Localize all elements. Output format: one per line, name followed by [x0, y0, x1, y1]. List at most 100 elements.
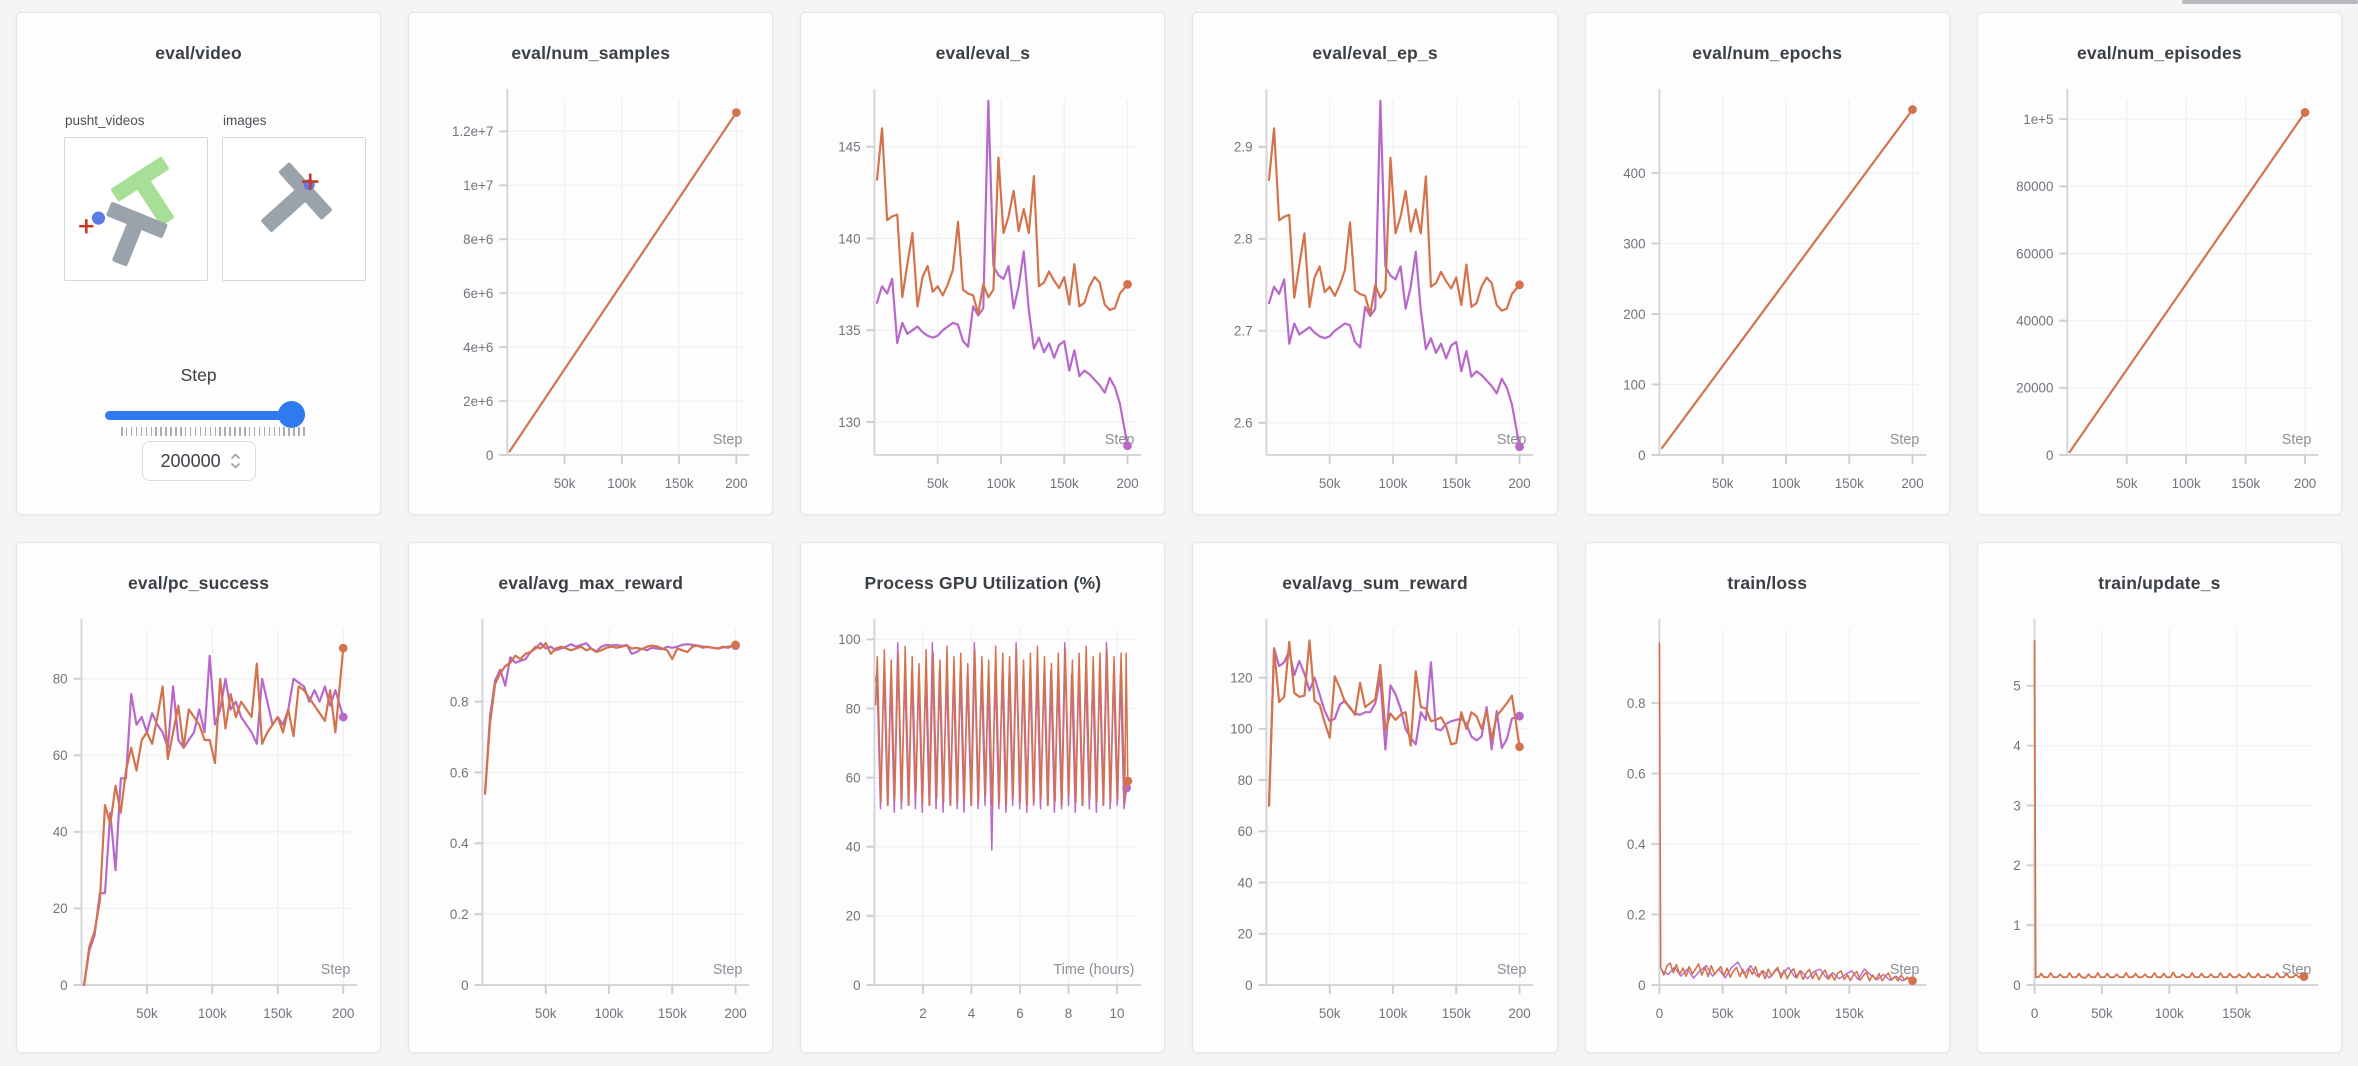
line-chart[interactable]: 0 20 40 60 80 100 120 50k 100k 150k 200 Step — [1193, 607, 1556, 1046]
chart-plot-area[interactable]: 0 0.2 0.4 0.6 0.8 0 50k 100k 150k Step — [1586, 607, 1949, 1046]
svg-text:4e+6: 4e+6 — [463, 340, 493, 355]
svg-text:5: 5 — [2013, 679, 2020, 694]
chart-panel-eval-avg-sum-reward: eval/avg_sum_reward 0 20 40 60 80 100 120 50k 10… — [1192, 542, 1558, 1053]
svg-text:60: 60 — [1238, 824, 1253, 839]
svg-text:400: 400 — [1623, 166, 1645, 181]
chart-panel-eval-num-epochs: eval/num_epochs 0 100 200 300 400 50k 100k 150k… — [1584, 12, 1950, 515]
step-slider-tick-marks — [121, 427, 305, 436]
chart-title: eval/num_epochs — [1692, 43, 1843, 63]
line-chart[interactable]: 0 20000 40000 60000 80000 1e+5 50k 100k 150k 200 S… — [1978, 77, 2341, 515]
pusht-scene-image — [79, 156, 174, 267]
chart-title: eval/pc_success — [127, 573, 270, 593]
svg-text:50k: 50k — [535, 1006, 557, 1021]
svg-text:8: 8 — [1065, 1006, 1072, 1021]
line-chart[interactable]: 0 0.2 0.4 0.6 0.8 0 50k 100k 150k Step — [1586, 607, 1949, 1046]
chart-title: train/update_s — [2098, 573, 2221, 593]
line-chart[interactable]: 0 100 200 300 400 50k 100k 150k 200 Step — [1586, 77, 1949, 515]
chart-plot-area[interactable]: 0 100 200 300 400 50k 100k 150k 200 Step — [1586, 77, 1949, 515]
svg-text:2.9: 2.9 — [1234, 140, 1253, 155]
svg-text:Step: Step — [2282, 432, 2312, 448]
chart-panel-eval-num-episodes: eval/num_episodes 0 20000 40000 60000 80000 1… — [1976, 12, 2342, 515]
svg-text:Step: Step — [1889, 432, 1919, 448]
svg-text:2e+6: 2e+6 — [463, 394, 493, 409]
svg-text:0.8: 0.8 — [1627, 696, 1646, 711]
chart-plot-area[interactable]: 0 20 40 60 80 100 2 4 6 8 10 Time (hours) — [801, 607, 1164, 1046]
line-chart[interactable]: 0 2e+6 4e+6 6e+6 8e+6 1e+7 1.2e+7 50k 100k 150k 20… — [409, 77, 772, 515]
svg-text:3: 3 — [2013, 798, 2020, 813]
svg-text:60000: 60000 — [2016, 246, 2053, 261]
chart-plot-area[interactable]: 0 0.2 0.4 0.6 0.8 50k 100k 150k 200 Step — [409, 607, 772, 1046]
svg-text:50k: 50k — [1319, 476, 1341, 491]
line-chart[interactable]: 0 0.2 0.4 0.6 0.8 50k 100k 150k 200 Step — [409, 607, 772, 1046]
chevron-up-icon[interactable] — [230, 453, 241, 460]
video-thumbnail-images[interactable] — [222, 137, 366, 281]
svg-text:130: 130 — [839, 415, 861, 430]
step-input[interactable] — [141, 441, 256, 481]
chart-panel-eval-eval-ep-s: eval/eval_ep_s 2.6 2.7 2.8 2.9 50k 100k 150k 20… — [1192, 12, 1558, 515]
media-key-label: pusht_videos — [65, 113, 145, 128]
svg-text:0: 0 — [486, 448, 493, 463]
svg-text:0.2: 0.2 — [1627, 907, 1646, 922]
step-slider-label: Step — [180, 365, 217, 385]
svg-text:100k: 100k — [607, 476, 636, 491]
svg-text:120: 120 — [1231, 670, 1253, 685]
chart-plot-area[interactable]: 0 20000 40000 60000 80000 1e+5 50k 100k 150k 200 S… — [1978, 77, 2341, 515]
svg-text:50k: 50k — [1712, 1006, 1734, 1021]
chart-plot-area[interactable]: 130 135 140 145 50k 100k 150k 200 Step — [801, 77, 1164, 515]
svg-text:0: 0 — [1638, 978, 1645, 993]
step-slider-thumb[interactable] — [278, 401, 305, 428]
svg-text:6: 6 — [1017, 1006, 1024, 1021]
svg-text:0: 0 — [1655, 1006, 1662, 1021]
svg-text:50k: 50k — [1319, 1006, 1341, 1021]
media-key-label: images — [223, 113, 267, 128]
svg-text:200: 200 — [1901, 476, 1923, 491]
svg-text:0: 0 — [2046, 448, 2053, 463]
horizontal-scrollbar-thumb[interactable] — [2182, 0, 2358, 4]
video-thumbnail-pusht[interactable] — [64, 137, 208, 281]
svg-text:40: 40 — [53, 825, 68, 840]
chart-title: eval/eval_ep_s — [1312, 43, 1438, 63]
chart-title: eval/avg_max_reward — [498, 573, 684, 593]
panel-title: eval/video — [155, 43, 242, 63]
chart-plot-area[interactable]: 0 1 2 3 4 5 0 50k 100k 150k Step — [1978, 607, 2341, 1046]
svg-text:0: 0 — [2013, 978, 2020, 993]
svg-text:60: 60 — [53, 748, 68, 763]
svg-text:145: 145 — [839, 139, 861, 154]
step-slider-track[interactable] — [105, 411, 305, 420]
step-input-field[interactable] — [156, 450, 225, 472]
svg-text:Step: Step — [1497, 962, 1527, 978]
chart-title: Process GPU Utilization (%) — [864, 573, 1102, 593]
svg-text:0.4: 0.4 — [1627, 837, 1646, 852]
line-chart[interactable]: 0 20 40 60 80 50k 100k 150k 200 Step — [17, 607, 380, 1046]
svg-text:150k: 150k — [658, 1006, 687, 1021]
svg-text:200: 200 — [1509, 476, 1531, 491]
chart-plot-area[interactable]: 0 20 40 60 80 50k 100k 150k 200 Step — [17, 607, 380, 1046]
chart-plot-area[interactable]: 2.6 2.7 2.8 2.9 50k 100k 150k 200 Step — [1193, 77, 1556, 515]
svg-text:200: 200 — [1623, 307, 1645, 322]
svg-text:4: 4 — [968, 1006, 976, 1021]
svg-text:2: 2 — [920, 1006, 927, 1021]
chart-plot-area[interactable]: 0 2e+6 4e+6 6e+6 8e+6 1e+7 1.2e+7 50k 100k 150k 20… — [409, 77, 772, 515]
svg-text:200: 200 — [2294, 476, 2316, 491]
svg-text:0: 0 — [60, 978, 67, 993]
line-chart[interactable]: 0 20 40 60 80 100 2 4 6 8 10 Time (hours) — [801, 607, 1164, 1046]
svg-text:200: 200 — [725, 1006, 747, 1021]
svg-text:50k: 50k — [554, 476, 576, 491]
chart-title: eval/num_episodes — [2076, 43, 2242, 63]
chart-plot-area[interactable]: 0 20 40 60 80 100 120 50k 100k 150k 200 Step — [1193, 607, 1556, 1046]
svg-text:0.6: 0.6 — [1627, 766, 1646, 781]
svg-text:Step: Step — [1889, 962, 1919, 978]
chart-panel-eval-eval-s: eval/eval_s 130 135 140 145 50k 100k 150k 200 St… — [800, 12, 1166, 515]
svg-text:Step: Step — [713, 962, 743, 978]
svg-text:80: 80 — [1238, 773, 1253, 788]
svg-text:150k: 150k — [263, 1006, 292, 1021]
svg-text:0: 0 — [2031, 1006, 2038, 1021]
svg-text:100k: 100k — [1771, 476, 1800, 491]
svg-text:150k: 150k — [1834, 476, 1863, 491]
chevron-down-icon[interactable] — [230, 462, 241, 469]
svg-text:50k: 50k — [2091, 1006, 2113, 1021]
svg-text:10: 10 — [1110, 1006, 1125, 1021]
